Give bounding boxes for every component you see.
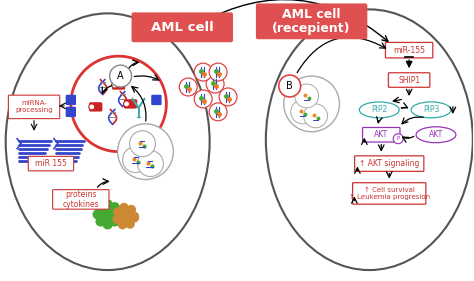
Circle shape (103, 200, 112, 209)
FancyBboxPatch shape (9, 95, 60, 119)
Text: SHIP1: SHIP1 (398, 76, 420, 85)
Circle shape (114, 208, 122, 216)
Circle shape (209, 103, 227, 121)
Circle shape (126, 220, 134, 228)
Ellipse shape (359, 102, 399, 118)
Circle shape (295, 84, 319, 108)
Circle shape (219, 88, 237, 106)
Text: P: P (397, 136, 400, 141)
Circle shape (110, 217, 119, 226)
Text: A: A (117, 71, 124, 81)
Text: ↑ Cell survival
↑ Leukemia progresion: ↑ Cell survival ↑ Leukemia progresion (349, 187, 430, 200)
Circle shape (97, 203, 118, 225)
Ellipse shape (416, 127, 456, 143)
Circle shape (71, 56, 166, 152)
Ellipse shape (6, 13, 210, 270)
Text: proteins
cytokines: proteins cytokines (63, 190, 99, 209)
Circle shape (130, 214, 138, 222)
Circle shape (123, 147, 148, 173)
Circle shape (103, 220, 112, 229)
FancyBboxPatch shape (388, 73, 430, 87)
Circle shape (116, 206, 136, 226)
Text: miR-155: miR-155 (393, 46, 425, 55)
Ellipse shape (266, 9, 473, 270)
Circle shape (291, 100, 315, 124)
Circle shape (96, 203, 105, 212)
Circle shape (128, 205, 135, 214)
Text: B: B (286, 81, 293, 91)
Circle shape (209, 63, 227, 81)
Text: ↑ AKT signaling: ↑ AKT signaling (359, 159, 419, 168)
Circle shape (279, 75, 301, 97)
Ellipse shape (411, 102, 451, 118)
FancyBboxPatch shape (152, 96, 161, 105)
Circle shape (393, 134, 403, 144)
Circle shape (130, 212, 138, 220)
Text: PIP2: PIP2 (371, 105, 387, 114)
Circle shape (124, 101, 129, 107)
FancyBboxPatch shape (66, 107, 75, 116)
FancyBboxPatch shape (355, 156, 424, 171)
Text: AKT: AKT (374, 130, 388, 139)
FancyBboxPatch shape (132, 12, 233, 42)
Circle shape (113, 216, 121, 223)
Circle shape (96, 217, 105, 226)
Text: PIP3: PIP3 (423, 105, 439, 114)
Circle shape (89, 104, 95, 110)
Circle shape (118, 124, 173, 180)
Circle shape (179, 78, 197, 96)
FancyBboxPatch shape (53, 190, 109, 209)
FancyBboxPatch shape (113, 81, 125, 89)
Circle shape (118, 221, 127, 229)
Text: miRNA-
processing: miRNA- processing (15, 100, 53, 114)
FancyBboxPatch shape (66, 96, 75, 105)
Circle shape (93, 210, 102, 219)
Circle shape (194, 63, 212, 81)
Circle shape (112, 82, 118, 88)
Circle shape (120, 203, 128, 212)
Circle shape (129, 131, 155, 157)
Circle shape (206, 75, 224, 93)
Text: AML cell: AML cell (151, 21, 214, 34)
Text: miR 155: miR 155 (35, 159, 67, 168)
FancyBboxPatch shape (385, 42, 433, 58)
Circle shape (304, 104, 328, 128)
Circle shape (109, 65, 132, 87)
FancyBboxPatch shape (90, 103, 102, 111)
Circle shape (137, 151, 164, 176)
Text: AKT: AKT (429, 130, 443, 139)
Circle shape (194, 90, 212, 108)
FancyBboxPatch shape (353, 183, 426, 204)
Circle shape (110, 203, 119, 212)
Text: AML cell
(recepient): AML cell (recepient) (273, 8, 351, 35)
FancyBboxPatch shape (256, 3, 367, 39)
FancyBboxPatch shape (363, 128, 400, 142)
FancyBboxPatch shape (125, 100, 137, 108)
Circle shape (284, 76, 339, 132)
Circle shape (113, 210, 122, 219)
FancyBboxPatch shape (28, 156, 73, 171)
